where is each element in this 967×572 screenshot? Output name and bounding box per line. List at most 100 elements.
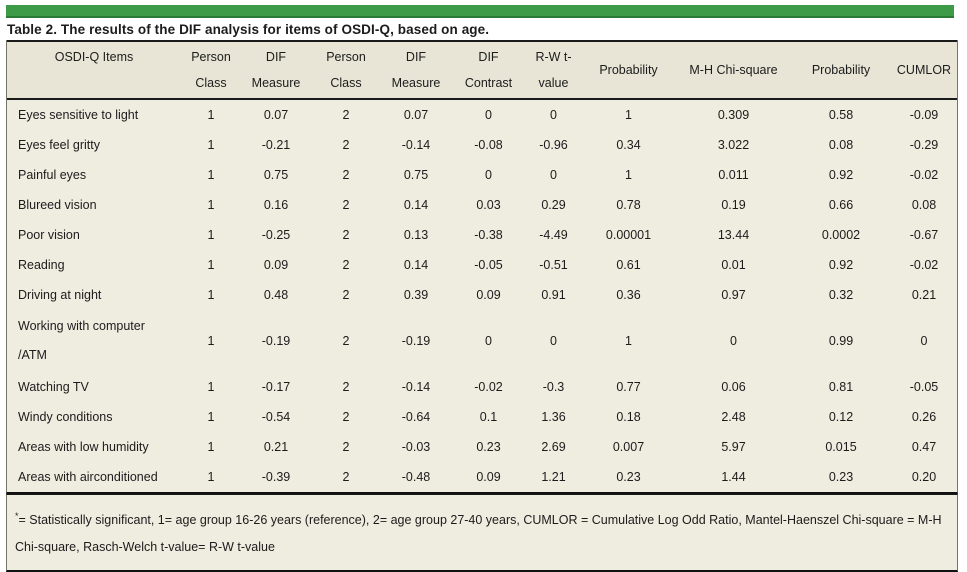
value-cell: 0.92: [828, 258, 854, 272]
value-cell: -0.64: [401, 410, 431, 424]
value-cell: 0.0002: [821, 228, 861, 242]
value-cell: 0.23: [476, 440, 501, 454]
column-header: OSDI-Q Items: [7, 40, 181, 100]
value-cell: -0.67: [909, 228, 939, 242]
value-cell: 2: [342, 380, 350, 394]
value-cell: -0.09: [909, 108, 939, 122]
value-cell: -0.02: [909, 258, 939, 272]
value-cell: 0.08: [828, 138, 854, 152]
table-row: Driving at night 1 0.48 2 0.39 0.09 0.91 0.36 0.…: [7, 280, 957, 310]
column-header: CUMLOR: [891, 40, 957, 100]
value-cell: 1: [207, 258, 215, 272]
value-cell: 0.08: [911, 198, 937, 212]
item-name-cell: Painful eyes: [7, 160, 181, 190]
value-cell: 1: [625, 168, 632, 182]
value-cell: 0.19: [721, 198, 746, 212]
dif-analysis-table-box: OSDI-Q Items Person Class DIF Measure Person C…: [6, 40, 958, 494]
value-cell: -4.49: [539, 228, 568, 242]
value-cell: -0.05: [474, 258, 503, 272]
value-cell: 5.97: [721, 440, 746, 454]
table-body: Eyes sensitive to light 1 0.07 2 0.07 0 0 1 0.30…: [7, 99, 957, 492]
value-cell: 0.015: [825, 440, 857, 454]
column-header-line2: Class: [330, 76, 362, 90]
value-cell: 0.011: [718, 168, 749, 182]
value-cell: 0.00001: [605, 228, 652, 242]
value-cell: 1: [625, 108, 632, 122]
item-name-cell: Eyes sensitive to light: [7, 99, 181, 130]
value-cell: 0.18: [616, 410, 641, 424]
page: Table 2. The results of the DIF analysis…: [0, 5, 967, 572]
column-header-line1: Person: [326, 50, 366, 64]
value-cell: 0.66: [828, 198, 854, 212]
value-cell: -0.05: [909, 380, 939, 394]
value-cell: 2: [342, 470, 350, 484]
item-name: Areas with low humidity: [18, 440, 149, 454]
column-header-line1: Person: [191, 50, 231, 64]
value-cell: 2: [342, 108, 350, 122]
value-cell: 13.44: [717, 228, 750, 242]
value-cell: 1: [207, 198, 215, 212]
value-cell: 0.81: [828, 380, 854, 394]
column-header: M-H Chi-square: [676, 40, 791, 100]
item-name: Eyes sensitive to light: [18, 108, 139, 122]
column-header-line1: DIF: [478, 50, 499, 64]
value-cell: 0.75: [403, 168, 429, 182]
footnote-text: = Statistically significant, 1= age grou…: [15, 513, 942, 555]
value-cell: 2.69: [541, 440, 566, 454]
value-cell: -0.14: [401, 138, 431, 152]
value-cell: 2: [342, 138, 350, 152]
item-name-cell: Blureed vision: [7, 190, 181, 220]
value-cell: 1: [207, 108, 215, 122]
value-cell: -0.03: [401, 440, 431, 454]
table-row: Areas with airconditioned 1 -0.39 2 -0.48 0.0…: [7, 462, 957, 492]
column-header-line1: DIF: [405, 50, 427, 64]
value-cell: 0.21: [911, 288, 937, 302]
item-name: Blureed vision: [18, 198, 97, 212]
value-cell: 3.022: [717, 138, 750, 152]
column-header-line2: Class: [195, 76, 227, 90]
column-header-line1: OSDI-Q Items: [54, 50, 134, 64]
value-cell: 2: [342, 228, 350, 242]
value-cell: 0.75: [263, 168, 289, 182]
table-row: Areas with low humidity 1 0.21 2 -0.03 0.23 2.…: [7, 432, 957, 462]
value-cell: -0.38: [474, 228, 503, 242]
value-cell: 0.36: [616, 288, 641, 302]
value-cell: -0.48: [401, 470, 431, 484]
value-cell: 0.48: [263, 288, 289, 302]
item-name-line2: /ATM: [18, 348, 47, 362]
value-cell: 2.48: [721, 410, 746, 424]
value-cell: 1: [207, 380, 215, 394]
value-cell: -0.54: [261, 410, 291, 424]
value-cell: 0.16: [263, 198, 289, 212]
item-name: Driving at night: [18, 288, 102, 302]
value-cell: 0.13: [403, 228, 429, 242]
value-cell: -0.19: [401, 334, 431, 348]
item-name: Watching TV: [18, 380, 89, 394]
value-cell: 2: [342, 258, 350, 272]
footnote-asterisk: *: [15, 511, 19, 521]
value-cell: 0.309: [717, 108, 750, 122]
value-cell: 1: [207, 288, 215, 302]
value-cell: -0.29: [909, 138, 939, 152]
value-cell: 1.36: [541, 410, 566, 424]
item-name: Poor vision: [18, 228, 80, 242]
column-header: DIF Measure: [381, 40, 451, 100]
table-row: Windy conditions 1 -0.54 2 -0.64 0.1 1.36 0.18 2…: [7, 402, 957, 432]
value-cell: 0: [920, 334, 928, 348]
value-cell: -0.02: [909, 168, 939, 182]
value-cell: 0.14: [403, 258, 429, 272]
value-cell: 0: [485, 168, 492, 182]
value-cell: 1.44: [721, 470, 746, 484]
value-cell: 1: [207, 334, 215, 348]
item-name-cell: Working with computer/ATM: [7, 310, 181, 372]
column-header-line2: Measure: [391, 76, 441, 90]
value-cell: 0.29: [541, 198, 566, 212]
column-header: DIF Contrast: [451, 40, 526, 100]
item-name: Working with computer: [18, 319, 145, 333]
value-cell: -0.39: [261, 470, 291, 484]
item-name-cell: Eyes feel gritty: [7, 130, 181, 160]
item-name-cell: Areas with airconditioned: [7, 462, 181, 492]
value-cell: 0: [550, 108, 557, 122]
value-cell: 1: [207, 168, 215, 182]
column-header: Person Class: [311, 40, 381, 100]
